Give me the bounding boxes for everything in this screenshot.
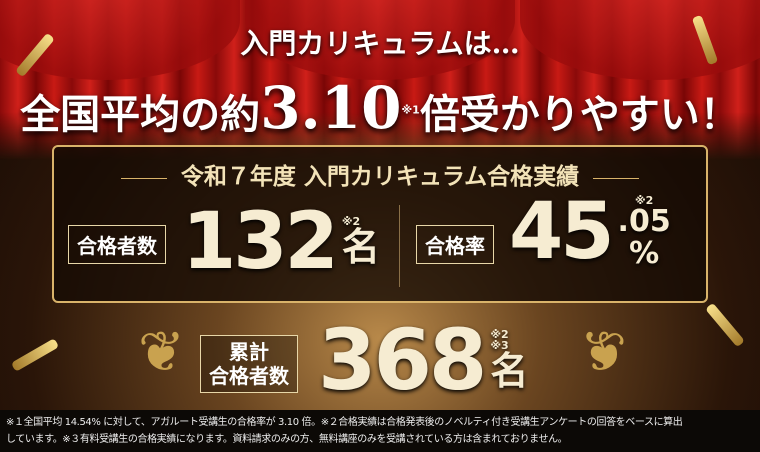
passers-figure: 132 ※2 名	[182, 203, 380, 281]
divider	[399, 205, 400, 287]
rate-decimal: .05	[617, 204, 671, 240]
footnote-line1: ※１全国平均 14.54% に対して、アガルート受講生の合格率が 3.10 倍。…	[6, 417, 683, 428]
laurel-left-icon: ❦	[138, 320, 185, 385]
passers-note: ※2	[341, 215, 361, 229]
results-panel: 令和７年度 入門カリキュラム合格実績 合格者数 132 ※2 名 合格率 45 …	[52, 145, 708, 303]
headline-line1: 入門カリキュラムは…	[240, 27, 520, 60]
footnote-mark: ※1	[401, 103, 420, 117]
headline-line2: 全国平均の約3.10※1倍受かりやすい！	[0, 74, 760, 142]
confetti-ribbon	[705, 302, 745, 348]
rate-value: 45	[509, 187, 615, 277]
headline-post: 倍受かりやすい！	[419, 91, 740, 138]
cumulative-label-line2: 合格者数	[209, 364, 289, 388]
rate-figure: 45 ※2 .05 %	[509, 193, 671, 271]
cumulative-note2: ※3	[490, 339, 509, 353]
cumulative-label-line1: 累計	[229, 340, 269, 364]
cumulative-unit: 名	[490, 348, 529, 393]
headline-multiplier: 3.10	[260, 74, 402, 142]
cumulative-label: 累計 合格者数	[200, 335, 298, 393]
laurel-right-icon: ❦	[580, 320, 627, 385]
confetti-ribbon	[10, 338, 60, 372]
footnote: ※１全国平均 14.54% に対して、アガルート受講生の合格率が 3.10 倍。…	[0, 410, 760, 452]
headline-pre: 全国平均の約	[20, 91, 261, 138]
footnote-line2: しています。※３有料受講生の合格実績になります。資料請求のみの方、無料講座のみを…	[6, 434, 568, 445]
rate-unit: %	[629, 235, 660, 271]
rate-label: 合格率	[416, 225, 494, 264]
cumulative-note1: ※2	[490, 327, 509, 341]
cumulative-figure: 368 ※2 ※3 名	[318, 318, 528, 402]
rate-note: ※2	[634, 193, 654, 207]
passers-unit: 名	[341, 224, 380, 269]
panel-title: 令和７年度 入門カリキュラム合格実績	[54, 157, 706, 191]
passers-value: 132	[182, 197, 339, 287]
passers-label: 合格者数	[68, 225, 166, 264]
cumulative-value: 368	[318, 311, 487, 409]
